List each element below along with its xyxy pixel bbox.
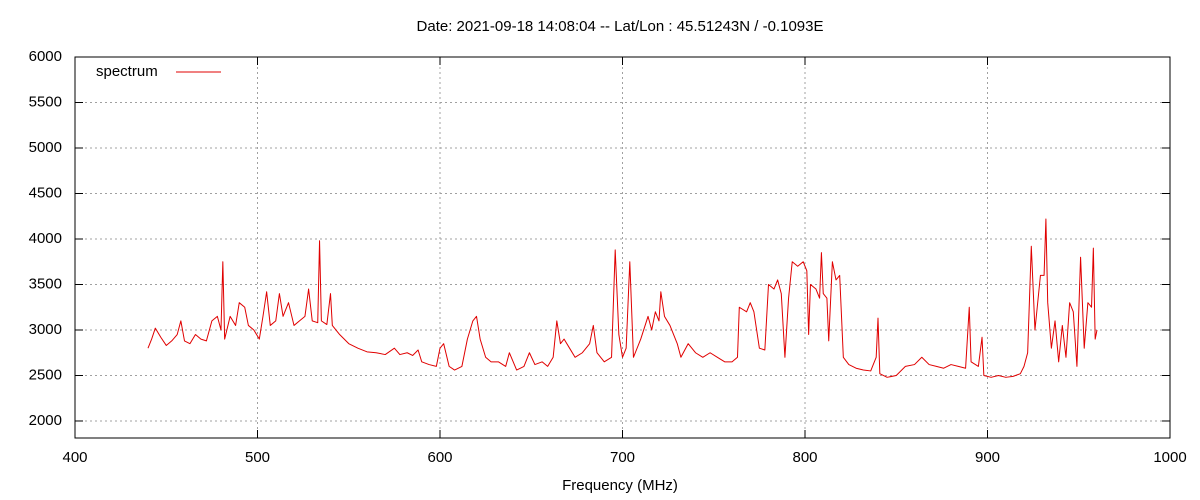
x-axis-label: Frequency (MHz) bbox=[562, 477, 678, 494]
x-tick-label: 700 bbox=[610, 449, 635, 466]
y-tick-label: 4500 bbox=[29, 184, 62, 201]
x-tick-label: 500 bbox=[245, 449, 270, 466]
y-tick-label: 3500 bbox=[29, 275, 62, 292]
series-line bbox=[147, 218, 1098, 378]
legend-label: spectrum bbox=[96, 63, 158, 80]
y-tick-label: 6000 bbox=[29, 48, 62, 65]
y-tick-label: 5000 bbox=[29, 139, 62, 156]
y-tick-label: 3000 bbox=[29, 321, 62, 338]
y-tick-label: 4000 bbox=[29, 230, 62, 247]
x-tick-label: 400 bbox=[62, 449, 87, 466]
y-tick-label: 2500 bbox=[29, 366, 62, 383]
plot-frame bbox=[74, 56, 1171, 439]
x-tick-label: 900 bbox=[975, 449, 1000, 466]
chart-title: Date: 2021-09-18 14:08:04 -- Lat/Lon : 4… bbox=[417, 18, 824, 35]
x-tick-label: 600 bbox=[427, 449, 452, 466]
x-tick-label: 1000 bbox=[1153, 449, 1186, 466]
y-tick-label: 5500 bbox=[29, 93, 62, 110]
x-tick-label: 800 bbox=[792, 449, 817, 466]
y-tick-label: 2000 bbox=[29, 412, 62, 429]
